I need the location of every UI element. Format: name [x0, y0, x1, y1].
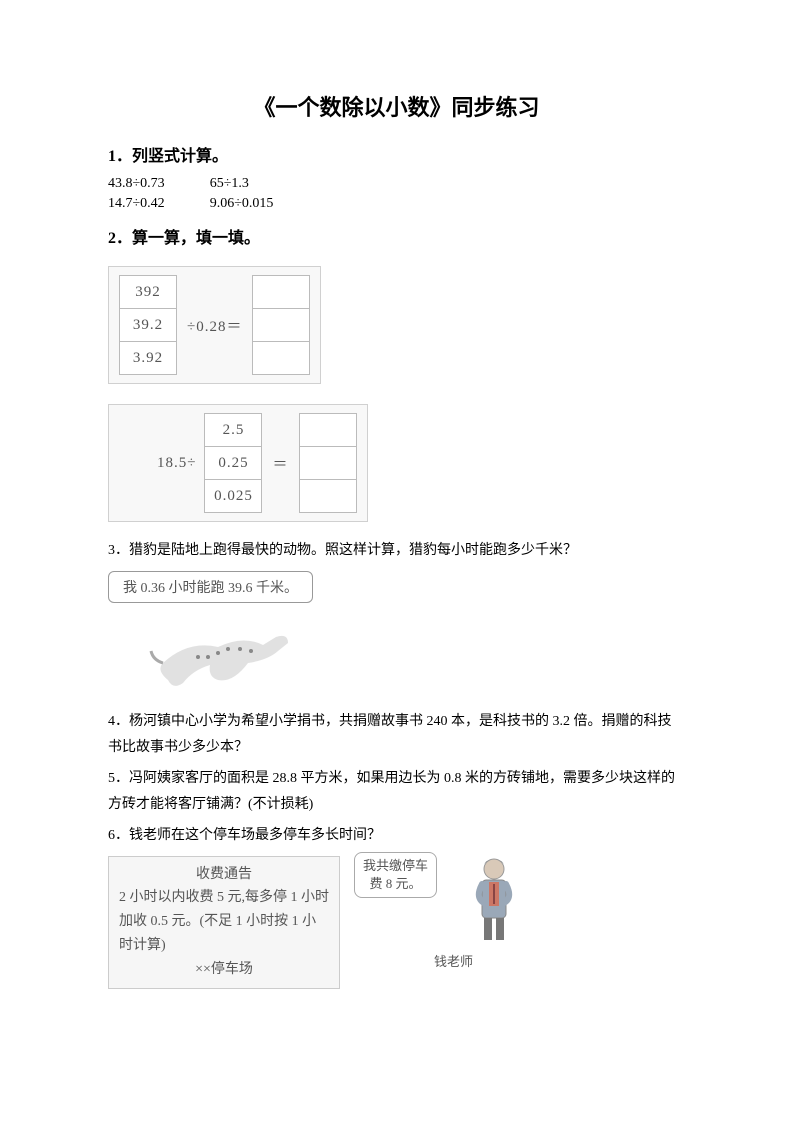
notice-footer: ××停车场	[119, 958, 329, 982]
q2-diagram-2: 18.5÷ 2.5 0.25 0.025 ＝	[108, 404, 368, 522]
teacher-label: 钱老师	[434, 951, 554, 970]
q2-heading: 2．算一算，填一填。	[108, 224, 685, 248]
diagram2-right-cell	[299, 413, 357, 447]
diagram2-mid-column: 2.5 0.25 0.025	[204, 413, 262, 513]
q1-expr-2: 65÷1.3	[210, 176, 249, 191]
q1-heading: 1．列竖式计算。	[108, 142, 685, 166]
diagram1-left-cell: 3.92	[119, 341, 177, 375]
diagram2-mid-cell: 2.5	[204, 413, 262, 447]
cheetah-figure: 我 0.36 小时能跑 39.6 千米。	[108, 571, 685, 695]
teacher-speech-bubble: 我共缴停车 费 8 元。	[354, 852, 437, 898]
page-title: 《一个数除以小数》同步练习	[108, 90, 685, 122]
q1-expr-4: 9.06÷0.015	[210, 196, 274, 211]
diagram1-operator: ÷0.28＝	[177, 315, 252, 336]
parking-notice: 收费通告 2 小时以内收费 5 元,每多停 1 小时加收 0.5 元。(不足 1…	[108, 856, 340, 989]
diagram2-right-column	[299, 413, 357, 513]
diagram1-right-cell	[252, 275, 310, 309]
diagram1-right-cell	[252, 308, 310, 342]
diagram1-row: 392 39.2 3.92 ÷0.28＝	[119, 275, 310, 375]
diagram1-left-cell: 392	[119, 275, 177, 309]
diagram2-mid-cell: 0.025	[204, 479, 262, 513]
teacher-figure: 我共缴停车 费 8 元。 钱老师	[354, 856, 554, 970]
diagram1-right-cell	[252, 341, 310, 375]
parking-figure: 收费通告 2 小时以内收费 5 元,每多停 1 小时加收 0.5 元。(不足 1…	[108, 856, 685, 989]
diagram2-lead: 18.5÷	[157, 455, 204, 472]
notice-title: 收费通告	[119, 863, 329, 887]
diagram2-operator: ＝	[262, 453, 298, 474]
diagram1-left-cell: 39.2	[119, 308, 177, 342]
diagram1-left-column: 392 39.2 3.92	[119, 275, 177, 375]
notice-body: 2 小时以内收费 5 元,每多停 1 小时加收 0.5 元。(不足 1 小时按 …	[119, 886, 329, 957]
cheetah-speech-bubble: 我 0.36 小时能跑 39.6 千米。	[108, 571, 313, 603]
q1-expr-1: 43.8÷0.73	[108, 176, 165, 191]
teacher-speech-line2: 费 8 元。	[370, 876, 422, 891]
q3-text: 3．猎豹是陆地上跑得最快的动物。照这样计算，猎豹每小时能跑多少千米？	[108, 538, 685, 565]
q1-expr-3: 14.7÷0.42	[108, 196, 165, 211]
q1-row2: 14.7÷0.42 9.06÷0.015	[108, 196, 685, 212]
page: 《一个数除以小数》同步练习 1．列竖式计算。 43.8÷0.73 65÷1.3 …	[0, 0, 793, 1029]
diagram2-row: 18.5÷ 2.5 0.25 0.025 ＝	[157, 413, 357, 513]
q4-text: 4．杨河镇中心小学为希望小学捐书，共捐赠故事书 240 本，是科技书的 3.2 …	[108, 709, 685, 762]
q1-row1: 43.8÷0.73 65÷1.3	[108, 176, 685, 192]
cheetah-icon	[148, 605, 328, 695]
q2-diagram-1: 392 39.2 3.92 ÷0.28＝	[108, 266, 321, 384]
q5-text: 5．冯阿姨家客厅的面积是 28.8 平方米，如果用边长为 0.8 米的方砖铺地，…	[108, 766, 685, 819]
diagram1-right-column	[252, 275, 310, 375]
teacher-speech-line1: 我共缴停车	[363, 858, 428, 873]
diagram2-right-cell	[299, 479, 357, 513]
diagram2-right-cell	[299, 446, 357, 480]
diagram2-mid-cell: 0.25	[204, 446, 262, 480]
teacher-icon	[464, 854, 524, 944]
q6-text: 6．钱老师在这个停车场最多停车多长时间？	[108, 823, 685, 850]
